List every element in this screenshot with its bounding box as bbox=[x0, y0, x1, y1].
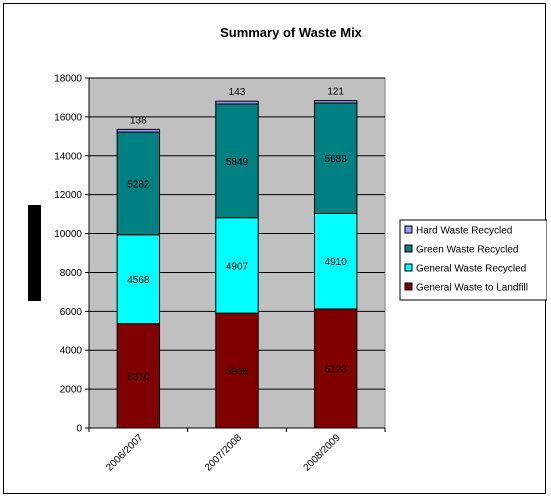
bar-segment bbox=[313, 100, 358, 104]
legend-swatch bbox=[404, 263, 413, 272]
chart-frame: Summary of Waste Mix 5370 4568 5282 138 5908… bbox=[3, 3, 547, 494]
bar-segment bbox=[313, 102, 358, 214]
data-label: 5282 bbox=[127, 179, 150, 190]
y-tick-label: 4000 bbox=[60, 346, 83, 357]
data-label: 5849 bbox=[226, 157, 249, 168]
data-label: 4907 bbox=[226, 261, 249, 272]
data-label: 5370 bbox=[127, 372, 150, 383]
data-label: 5908 bbox=[226, 367, 249, 378]
axis-title-placeholder bbox=[28, 205, 41, 301]
legend-swatch bbox=[404, 244, 413, 253]
bar-segment bbox=[313, 308, 358, 429]
data-label: 4568 bbox=[127, 275, 150, 286]
legend-swatch bbox=[404, 225, 413, 234]
x-tick-label: 2007/2008 bbox=[203, 432, 245, 474]
y-tick-label: 18000 bbox=[54, 74, 82, 85]
legend-label: General Waste to Landfill bbox=[416, 283, 528, 294]
y-tick-label: 8000 bbox=[60, 268, 83, 279]
x-tick-label: 2008/2009 bbox=[302, 432, 344, 474]
x-tick-label: 2006/2007 bbox=[104, 432, 146, 474]
stacked-bar-chart: Summary of Waste Mix 5370 4568 5282 138 5908… bbox=[28, 25, 547, 474]
bar-segment bbox=[215, 100, 259, 105]
legend-label: Hard Waste Recycled bbox=[416, 226, 512, 237]
chart-title: Summary of Waste Mix bbox=[220, 25, 363, 40]
bar-segment bbox=[313, 212, 358, 310]
legend-swatch bbox=[404, 282, 413, 291]
bar-segment bbox=[116, 131, 161, 236]
bar-segment bbox=[116, 128, 161, 133]
data-label: 121 bbox=[327, 87, 344, 98]
data-label: 5683 bbox=[325, 154, 348, 165]
y-tick-label: 10000 bbox=[54, 229, 82, 240]
y-tick-label: 6000 bbox=[60, 307, 83, 318]
data-label: 143 bbox=[229, 87, 246, 98]
data-label: 6123 bbox=[325, 364, 348, 375]
legend-label: General Waste Recycled bbox=[416, 264, 526, 275]
legend-label: Green Waste Recycled bbox=[416, 245, 518, 256]
y-tick-label: 0 bbox=[76, 424, 82, 435]
data-label: 4910 bbox=[325, 257, 348, 268]
y-tick-label: 12000 bbox=[54, 190, 82, 201]
data-label: 138 bbox=[130, 115, 147, 126]
bar-segment bbox=[215, 217, 259, 314]
legend-box bbox=[399, 219, 547, 301]
y-tick-label: 2000 bbox=[60, 385, 83, 396]
y-tick-label: 16000 bbox=[54, 112, 82, 123]
y-tick-label: 14000 bbox=[54, 151, 82, 162]
